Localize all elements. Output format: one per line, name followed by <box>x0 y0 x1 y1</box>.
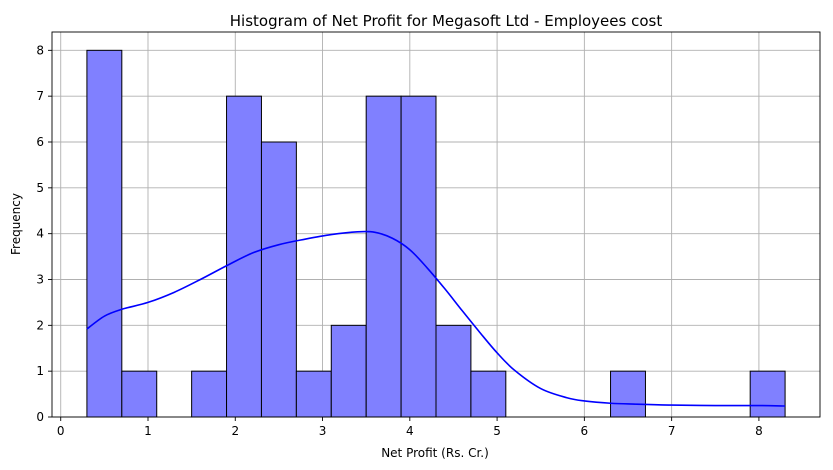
histogram-bar <box>86 49 123 418</box>
histogram-bar <box>191 370 228 418</box>
y-tick-label: 7 <box>36 89 44 103</box>
kde-curve-group <box>86 230 786 407</box>
x-tick-label: 0 <box>57 424 65 438</box>
x-tick-label: 6 <box>581 424 589 438</box>
x-tick-label: 3 <box>319 424 327 438</box>
histogram-bar <box>121 370 158 418</box>
histogram-bar <box>260 141 297 418</box>
y-tick-label: 0 <box>36 410 44 424</box>
y-axis-label: Frequency <box>9 193 23 255</box>
histogram-bar <box>610 370 646 418</box>
x-tick-label: 1 <box>144 424 152 438</box>
plot-frame <box>51 31 821 418</box>
histogram-bar <box>470 370 507 418</box>
y-tick-label: 8 <box>36 43 44 57</box>
y-tick-label: 4 <box>36 227 44 241</box>
y-tick-label: 6 <box>36 135 44 149</box>
histogram-bars <box>86 49 786 418</box>
histogram-bar <box>330 324 367 418</box>
histogram-bar <box>365 95 402 418</box>
histogram-bar <box>400 95 437 418</box>
chart-title: Histogram of Net Profit for Megasoft Ltd… <box>230 12 663 30</box>
y-tick-label: 3 <box>36 273 44 287</box>
histogram-bar <box>749 370 786 418</box>
x-tick-label: 5 <box>493 424 501 438</box>
x-axis-label: Net Profit (Rs. Cr.) <box>381 446 489 460</box>
x-tick-label: 8 <box>755 424 763 438</box>
x-tick-label: 4 <box>406 424 414 438</box>
axis-ticks: 0 1 2 3 4 5 6 7 8 0 1 2 3 4 5 6 7 8 <box>36 43 762 438</box>
y-tick-label: 2 <box>36 318 44 332</box>
histogram-bar <box>295 370 332 418</box>
y-tick-label: 1 <box>36 364 44 378</box>
kde-line <box>86 230 786 407</box>
x-tick-label: 2 <box>231 424 239 438</box>
histogram-bar <box>435 324 472 418</box>
y-tick-label: 5 <box>36 181 44 195</box>
x-tick-label: 7 <box>668 424 676 438</box>
